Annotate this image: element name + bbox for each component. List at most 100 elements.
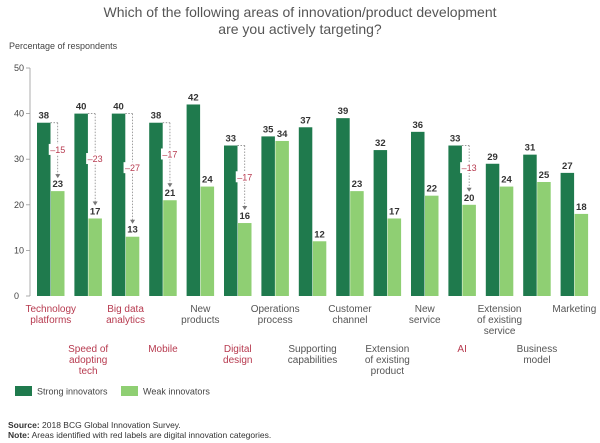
gap-label-background — [235, 171, 254, 183]
category-label-line: Digital — [224, 344, 252, 355]
bars-group: 38 23 –15 40 17 –23 40 13 –27 38 21 –17 42 24 33 16 –17 3… — [37, 92, 589, 296]
category-label-line: Extension — [478, 304, 522, 315]
gap-label: –17 — [162, 149, 177, 159]
category-label-line: service — [484, 326, 516, 337]
bar-strong-innovators — [298, 127, 313, 296]
gap-arrow-icon — [167, 183, 173, 188]
bar-strong-innovators — [111, 113, 126, 296]
bar-strong-innovators — [261, 136, 275, 296]
data-label-strong: 33 — [225, 134, 236, 145]
category-label: Technology platforms — [25, 304, 76, 326]
bar-chart: Percentage of respondents 0 10 20 30 40 50 38… — [9, 41, 596, 397]
y-tick-label: 40 — [14, 109, 24, 119]
category-label: Extension of existing product — [365, 344, 410, 377]
category-label-line: Operations — [251, 304, 300, 315]
data-label-weak: 13 — [127, 225, 138, 236]
data-label-weak: 24 — [202, 175, 213, 186]
y-tick-label: 0 — [14, 291, 19, 301]
gap-arrow-icon — [466, 187, 472, 192]
note-label: Note: — [8, 430, 30, 440]
data-label-strong: 40 — [113, 102, 124, 113]
bar-weak-innovators — [350, 191, 364, 296]
category-label: Speed of adopting tech — [68, 344, 108, 377]
bar-strong-innovators — [186, 104, 201, 296]
category-label-line: capabilities — [288, 355, 337, 366]
category-label-line: adopting — [69, 355, 107, 366]
bar-weak-innovators — [125, 236, 140, 296]
bar-strong-innovators — [224, 145, 238, 296]
data-label-strong: 29 — [487, 152, 498, 163]
gap-label: –13 — [462, 163, 477, 173]
category-label: Business model — [517, 344, 558, 366]
data-label-strong: 35 — [263, 124, 274, 135]
bar-weak-innovators — [238, 223, 252, 296]
category-label-line: Extension — [365, 344, 409, 355]
gap-label-background — [123, 162, 142, 174]
note-line: Note: Areas identified with red labels a… — [8, 430, 593, 440]
data-label-weak: 24 — [501, 175, 512, 186]
bar-strong-innovators — [485, 163, 500, 296]
category-label-line: New — [415, 304, 436, 315]
gap-arrow-icon — [242, 206, 248, 211]
bar-strong-innovators — [37, 122, 51, 296]
gap-label: –15 — [50, 145, 65, 155]
gap-label-background — [160, 148, 179, 160]
bar-strong-innovators — [74, 113, 88, 296]
gap-label: –17 — [237, 172, 252, 182]
gap-annotation: –15 — [48, 122, 67, 179]
gap-label: –27 — [125, 163, 140, 173]
footnote: Source: 2018 BCG Global Innovation Surve… — [8, 420, 593, 440]
source-label: Source: — [8, 420, 40, 430]
data-label-strong: 38 — [151, 111, 162, 122]
y-tick-label: 50 — [14, 63, 24, 73]
bar-weak-innovators — [574, 213, 589, 296]
category-label-line: of existing — [477, 315, 522, 326]
gap-annotation: –17 — [235, 145, 254, 211]
legend-label-weak: Weak innovators — [143, 387, 210, 397]
y-axis-label: Percentage of respondents — [9, 41, 118, 51]
data-label-strong: 31 — [525, 143, 536, 154]
bar-weak-innovators — [275, 140, 289, 296]
category-label: New products — [181, 304, 219, 326]
category-label-line: Business — [517, 344, 558, 355]
category-labels: Technology platforms Speed of adopting tech B… — [25, 304, 596, 377]
category-label-line: Supporting — [288, 344, 336, 355]
category-label: Digital design — [223, 344, 252, 366]
data-label-strong: 36 — [412, 120, 423, 131]
category-label: AI — [457, 344, 466, 355]
category-label-line: product — [371, 366, 405, 377]
bar-weak-innovators — [387, 218, 402, 296]
y-tick-label: 30 — [14, 154, 24, 164]
bar-strong-innovators — [448, 145, 462, 296]
y-tick-label: 20 — [14, 200, 24, 210]
category-label-line: design — [223, 355, 252, 366]
data-label-strong: 32 — [375, 138, 386, 149]
data-label-weak: 20 — [464, 193, 475, 204]
category-label-line: Marketing — [552, 304, 596, 315]
bar-weak-innovators — [88, 218, 102, 296]
gap-label-background — [48, 143, 67, 155]
category-label: Operations process — [251, 304, 300, 326]
data-label-strong: 40 — [76, 102, 87, 113]
bar-weak-innovators — [200, 186, 215, 296]
category-label-line: Technology — [25, 304, 76, 315]
data-label-weak: 23 — [352, 179, 363, 190]
gap-arrow-icon — [92, 201, 98, 206]
source-line: Source: 2018 BCG Global Innovation Surve… — [8, 420, 593, 430]
y-tick-label: 10 — [14, 245, 24, 255]
data-label-weak: 21 — [165, 188, 176, 199]
gap-label-background — [86, 153, 105, 165]
bar-strong-innovators — [149, 122, 163, 296]
bar-strong-innovators — [411, 131, 425, 296]
gap-label: –23 — [88, 154, 103, 164]
category-label: Big data analytics — [106, 304, 145, 326]
y-axis: 0 10 20 30 40 50 — [14, 63, 31, 301]
data-label-strong: 42 — [188, 92, 199, 103]
category-label: New service — [409, 304, 441, 326]
category-label-line: model — [523, 355, 550, 366]
category-label-line: service — [409, 315, 441, 326]
bar-weak-innovators — [312, 241, 327, 296]
bar-weak-innovators — [462, 204, 476, 296]
data-label-weak: 23 — [52, 179, 63, 190]
data-label-weak: 12 — [314, 229, 325, 240]
